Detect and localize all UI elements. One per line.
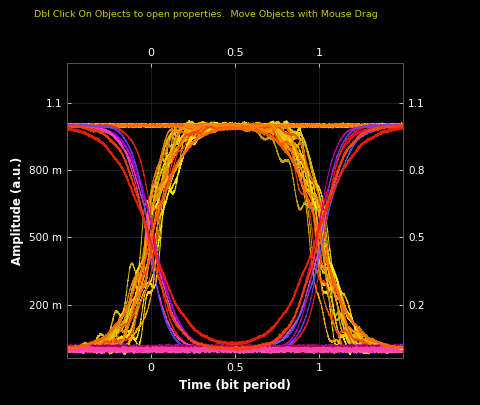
Y-axis label: Amplitude (a.u.): Amplitude (a.u.) <box>11 156 24 265</box>
X-axis label: Time (bit period): Time (bit period) <box>179 379 291 392</box>
Text: Dbl Click On Objects to open properties.  Move Objects with Mouse Drag: Dbl Click On Objects to open properties.… <box>34 10 377 19</box>
